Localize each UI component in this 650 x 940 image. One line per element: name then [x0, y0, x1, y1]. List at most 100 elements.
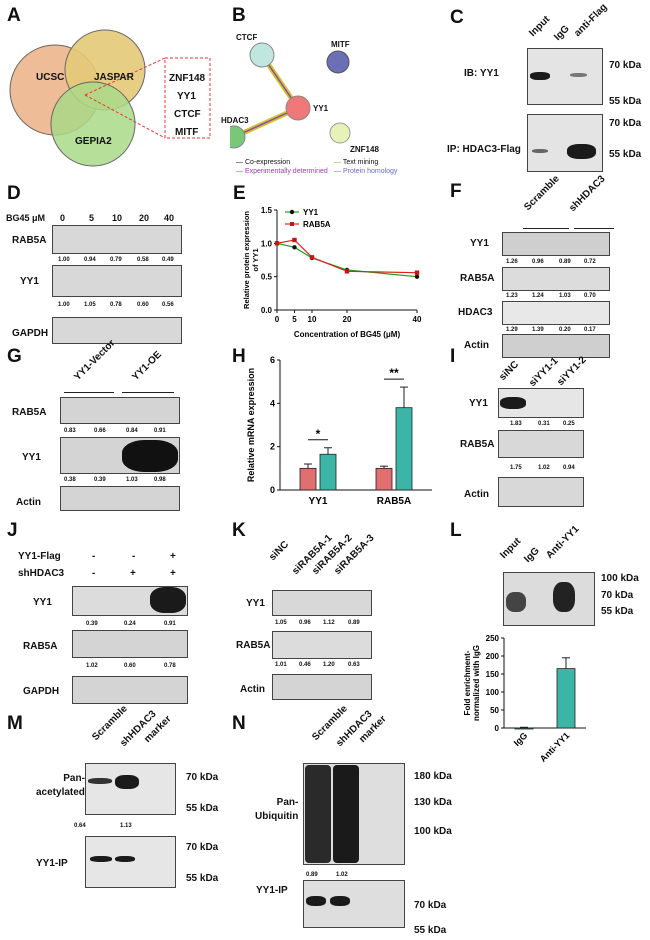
legend-coexpression: — Co-expression [236, 159, 291, 166]
c-band-flag-weak [570, 73, 587, 77]
venn-label-gepia2: GEPIA2 [75, 136, 112, 147]
d-conc-label: BG45 μM [6, 213, 46, 223]
j-q-rab5a-2: 0.78 [164, 663, 176, 669]
panel-label-d: D [7, 183, 21, 204]
n-marker-130: 130 kDa [414, 797, 452, 808]
k-q-yy1-2: 1.12 [323, 620, 335, 626]
j-band-flag [150, 587, 186, 613]
d-lane-40: 40 [164, 213, 175, 223]
n-marker-100: 100 kDa [414, 826, 452, 837]
panel-label-e: E [233, 183, 246, 204]
l-lane-igg: IgG [522, 545, 542, 565]
l-lane-input: Input [498, 535, 524, 561]
g-q-rab5a-0: 0.83 [64, 428, 76, 434]
protein-network [230, 42, 351, 149]
m-blot-yy1ip [85, 836, 176, 888]
panel-label-h: H [232, 346, 246, 367]
m-marker-70a: 70 kDa [186, 772, 219, 783]
e-ytick-label: 0.5 [261, 273, 273, 282]
l-xtick-label: Anti-YY1 [538, 730, 572, 764]
e-point-yy1 [414, 274, 420, 279]
f-row-rab5a: RAB5A [460, 273, 495, 284]
f-q-rab5a-2: 1.03 [559, 293, 571, 299]
f-group-scramble: Scramble [522, 173, 562, 213]
panel-label-a: A [7, 5, 21, 26]
node-yy1 [285, 95, 311, 121]
j-cond-sh: shHDAC3 [18, 568, 65, 579]
d-q-yy1-0: 1.00 [58, 302, 70, 308]
chart-l: 0 50 100 150 200 250 Fold enrichment-normalize… [463, 634, 586, 764]
e-legend-label: YY1 [303, 208, 319, 217]
n-band-ip-scramble [306, 896, 326, 906]
m-marker-70b: 70 kDa [186, 842, 219, 853]
venn-callout-line-bottom [84, 94, 166, 139]
k-q-yy1-0: 1.05 [275, 620, 287, 626]
k-row-rab5a: RAB5A [236, 640, 271, 651]
n-smear-scramble [305, 765, 331, 863]
c-marker-55a: 55 kDa [609, 96, 642, 107]
h-bar [395, 407, 413, 491]
d-lane-10: 10 [112, 213, 123, 223]
gene-yy1: YY1 [177, 91, 196, 102]
f-line-scramble [523, 228, 569, 229]
f-q-rab5a-3: 0.70 [584, 293, 596, 299]
d-q-yy1-1: 1.05 [84, 302, 96, 308]
k-row-actin: Actin [240, 684, 265, 695]
f-q-hdac3-2: 0.20 [559, 327, 571, 333]
k-q-rab5a-2: 1.20 [323, 662, 335, 668]
j-blot-rab5a [72, 630, 188, 658]
h-sig-label: ** [389, 366, 399, 380]
h-bar [319, 453, 337, 491]
m-marker-55a: 55 kDa [186, 803, 219, 814]
i-band-sinc-yy1 [500, 397, 526, 409]
e-xtick-label: 10 [308, 315, 317, 324]
d-q-yy1-4: 0.56 [162, 302, 174, 308]
legend-text-mining: — Text mining [334, 159, 379, 166]
d-lane-0: 0 [60, 213, 66, 223]
d-q-yy1-3: 0.60 [137, 302, 149, 308]
e-xtick-label: 5 [292, 315, 297, 324]
f-q-hdac3-1: 1.39 [532, 327, 544, 333]
panel-label-j: J [7, 520, 18, 541]
m-val-shhdac3: 1.13 [120, 823, 132, 829]
f-q-yy1-3: 0.72 [584, 259, 596, 265]
i-q-rab5a-0: 1.75 [510, 465, 522, 471]
i-q-yy1-1: 0.31 [538, 421, 550, 427]
node-hdac3 [230, 125, 246, 149]
k-q-rab5a-0: 1.01 [275, 662, 287, 668]
l-band-input [506, 592, 526, 612]
d-row-gapdh: GAPDH [12, 328, 49, 339]
f-blot-actin [502, 334, 610, 358]
m-marker-55b: 55 kDa [186, 873, 219, 884]
d-lane-20: 20 [139, 213, 150, 223]
j-sh-0: - [92, 568, 96, 579]
g-band-oe [122, 440, 178, 472]
f-q-rab5a-1: 1.24 [532, 293, 544, 299]
g-group-oe: YY1-OE [130, 349, 164, 383]
j-sh-2: + [170, 568, 176, 579]
e-xlabel: Concentration of BG45 (μM) [294, 330, 401, 339]
node-label-hdac3: HDAC3 [221, 116, 249, 125]
j-q-yy1-2: 0.91 [164, 621, 176, 627]
e-point-rab5a [414, 270, 420, 275]
i-q-rab5a-2: 0.94 [563, 465, 575, 471]
e-xtick-label: 0 [275, 315, 280, 324]
i-blot-rab5a [498, 430, 584, 458]
panel-label-l: L [450, 520, 462, 541]
i-row-yy1: YY1 [469, 398, 488, 409]
g-row-actin: Actin [16, 497, 41, 508]
c-row-ip: IP: HDAC3-Flag [447, 144, 521, 155]
l-xtick-label: IgG [512, 730, 530, 748]
i-lane-sinc: siNC [497, 359, 522, 383]
j-flag-0: - [92, 551, 96, 562]
m-row-panacetyl: Pan- acetylated [36, 773, 85, 798]
g-row-yy1: YY1 [22, 452, 41, 463]
n-val-shhdac3: 1.02 [336, 872, 348, 878]
venn-diagram [9, 29, 211, 167]
panel-label-i: I [450, 346, 456, 367]
chart-h: 0 2 4 6 Relative mRNA expression YY1 * RAB5A ** [246, 355, 432, 507]
i-blot-actin [498, 477, 584, 507]
gene-znf148: ZNF148 [169, 73, 206, 84]
d-blot-yy1 [52, 265, 182, 297]
k-row-yy1: YY1 [246, 598, 265, 609]
